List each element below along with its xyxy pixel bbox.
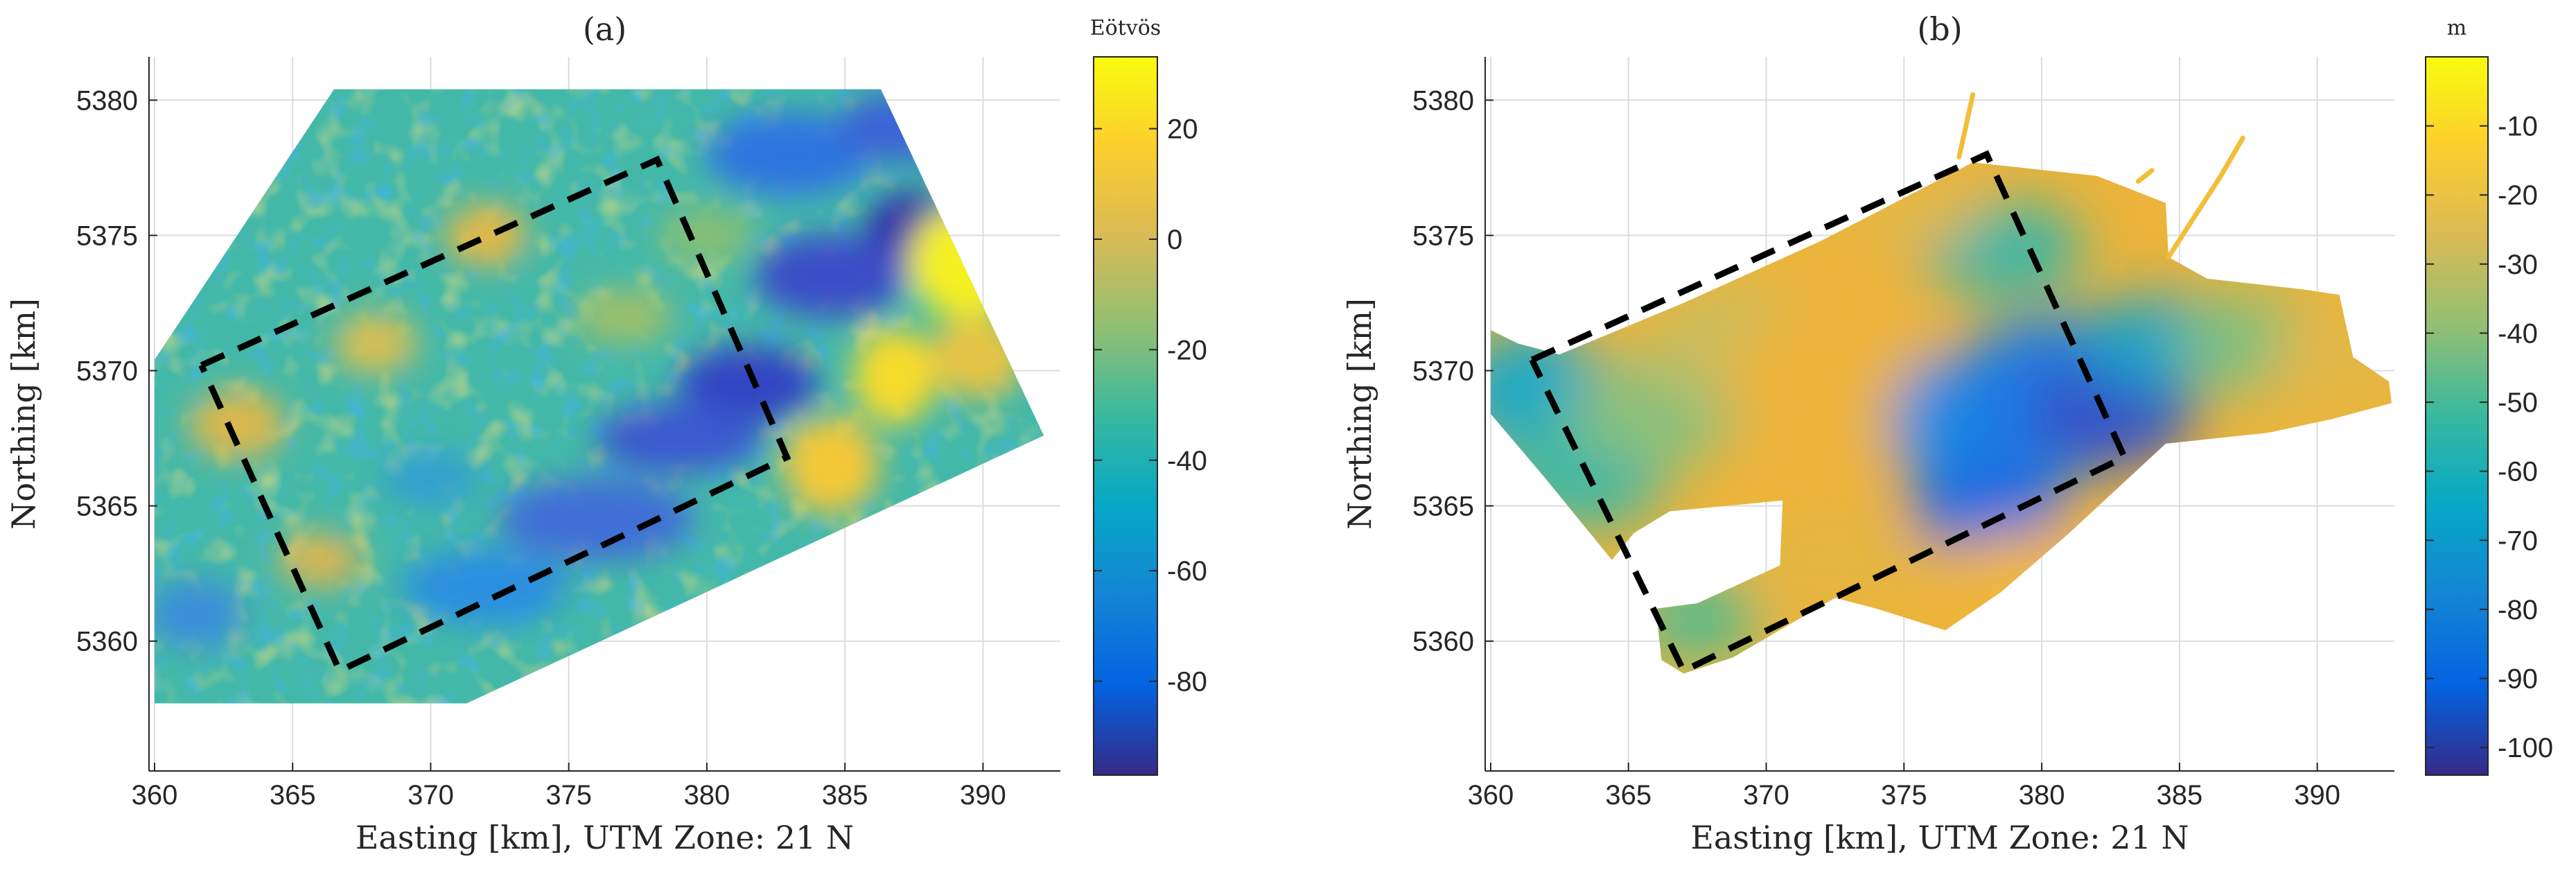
x-tick-label: 375 [545, 780, 592, 810]
colorbar-tick-label: 20 [1167, 114, 1198, 145]
anomaly-patch [852, 327, 936, 425]
anomaly-patch [908, 207, 1019, 318]
depth-patch [1751, 511, 1918, 609]
colorbar-tick-label: -80 [2498, 595, 2538, 625]
colorbar-tick-label: -40 [2498, 318, 2538, 349]
survey-box-a [198, 155, 791, 675]
anomaly-patch [155, 579, 245, 649]
colorbar-tick-label: -80 [1167, 667, 1207, 697]
colorbar-tick-label: -50 [2498, 388, 2538, 418]
depth-patch [1910, 457, 2063, 555]
y-tick-label: 5360 [76, 627, 138, 657]
x-tick-label: 385 [2157, 780, 2203, 810]
colorbar-tick-label: -60 [1167, 556, 1207, 587]
x-tick-label: 390 [2294, 780, 2340, 810]
panel-a-ylabel: Northing [km] [5, 298, 42, 530]
eotvos-map-texture-cool [155, 89, 1044, 704]
x-tick-label: 390 [960, 780, 1006, 810]
anomaly-patch [706, 112, 873, 196]
colorbar-gradient [2425, 56, 2489, 776]
anomaly-patch [929, 315, 1026, 399]
y-tick-label: 5380 [76, 85, 138, 116]
depth-patch [1635, 578, 1760, 661]
anomaly-patch [658, 207, 755, 263]
anomaly-patch [755, 234, 908, 318]
colorbar-tick-label: -10 [2498, 112, 2538, 142]
anomaly-patch [678, 346, 818, 423]
colorbar-tick-label: -40 [1167, 446, 1207, 476]
x-tick-label: 360 [1468, 780, 1514, 810]
y-tick-label: 5375 [1412, 221, 1474, 252]
y-tick-label: 5370 [76, 356, 138, 387]
colorbar-tick-label: -100 [2498, 733, 2553, 763]
colorbar-tick-label: -60 [2498, 457, 2538, 487]
x-tick-label: 385 [822, 780, 868, 810]
colorbar-tick-label: -90 [2498, 664, 2538, 695]
anomaly-patch [279, 532, 362, 588]
anomaly-patch [499, 478, 694, 562]
colorbar-tick-label: -70 [2498, 526, 2538, 556]
depth-patch [2268, 309, 2392, 406]
colorbar-a: 20 0 -20 -40 -60 -80 [1093, 56, 1207, 776]
anomaly-patch [782, 417, 880, 514]
x-tick-label: 360 [132, 780, 178, 810]
axes-b: 360 365 370 375 380 385 390 5360 5365 5370 5375 538… [1412, 57, 2394, 810]
anomaly-patch [189, 390, 286, 460]
survey-tracks-b [1956, 92, 2245, 260]
colorbar-a-unit: Eötvös [1090, 16, 1161, 40]
panel-b-xlabel: Easting [km], UTM Zone: 21 N [1690, 819, 2189, 856]
y-tick-label: 5375 [76, 221, 138, 252]
colorbar-tick-label: -20 [2498, 180, 2538, 211]
y-tick-label: 5365 [76, 492, 138, 522]
survey-track [1956, 92, 1976, 159]
panel-b: 360 365 370 375 380 385 390 5360 5365 5370 5375 538… [1341, 10, 2553, 856]
panel-b-title: (b) [1917, 10, 1962, 48]
eotvos-map [155, 89, 1044, 704]
anomaly-patch [403, 548, 570, 625]
bathymetry-map [1491, 162, 2392, 674]
axes-a: 360 365 370 375 380 385 390 5360 5365 5370 5375 538… [76, 57, 1060, 810]
bathymetry-map-depths [1491, 166, 2392, 661]
colorbar-tick-label: 0 [1167, 225, 1182, 255]
x-tick-label: 380 [2019, 780, 2065, 810]
depth-patch [1945, 532, 2112, 616]
colorbar-tick-label: -20 [1167, 335, 1207, 365]
colorbar-gradient [1093, 56, 1158, 776]
colorbar-b: -10 -20 -30 -40 -50 -60 -70 -80 -90 -100 [2425, 56, 2553, 776]
anomaly-patch [382, 451, 480, 507]
panel-a-title: (a) [583, 10, 627, 48]
anomaly-patch [444, 204, 528, 267]
x-tick-label: 380 [684, 780, 730, 810]
colorbar-b-unit: m [2447, 16, 2467, 40]
y-tick-label: 5370 [1412, 356, 1474, 387]
panel-b-ylabel: Northing [km] [1341, 298, 1378, 530]
survey-track [2135, 168, 2155, 184]
y-tick-label: 5365 [1412, 492, 1474, 522]
anomaly-patch [596, 404, 763, 474]
x-tick-label: 365 [1605, 780, 1651, 810]
y-tick-label: 5380 [1412, 85, 1474, 116]
panel-a-xlabel: Easting [km], UTM Zone: 21 N [356, 819, 854, 856]
anomaly-patch [333, 312, 417, 375]
x-tick-label: 375 [1881, 780, 1927, 810]
panel-a: 360 365 370 375 380 385 390 5360 5365 5370 5375 538… [5, 10, 1207, 856]
anomaly-patch [575, 288, 673, 345]
survey-box-b [1529, 150, 2129, 675]
x-tick-label: 370 [1743, 780, 1789, 810]
anomaly-patch [837, 92, 963, 162]
y-tick-label: 5360 [1412, 627, 1474, 657]
survey-track [2166, 135, 2245, 260]
x-tick-label: 370 [408, 780, 454, 810]
colorbar-tick-label: -30 [2498, 250, 2538, 280]
x-tick-label: 365 [270, 780, 316, 810]
